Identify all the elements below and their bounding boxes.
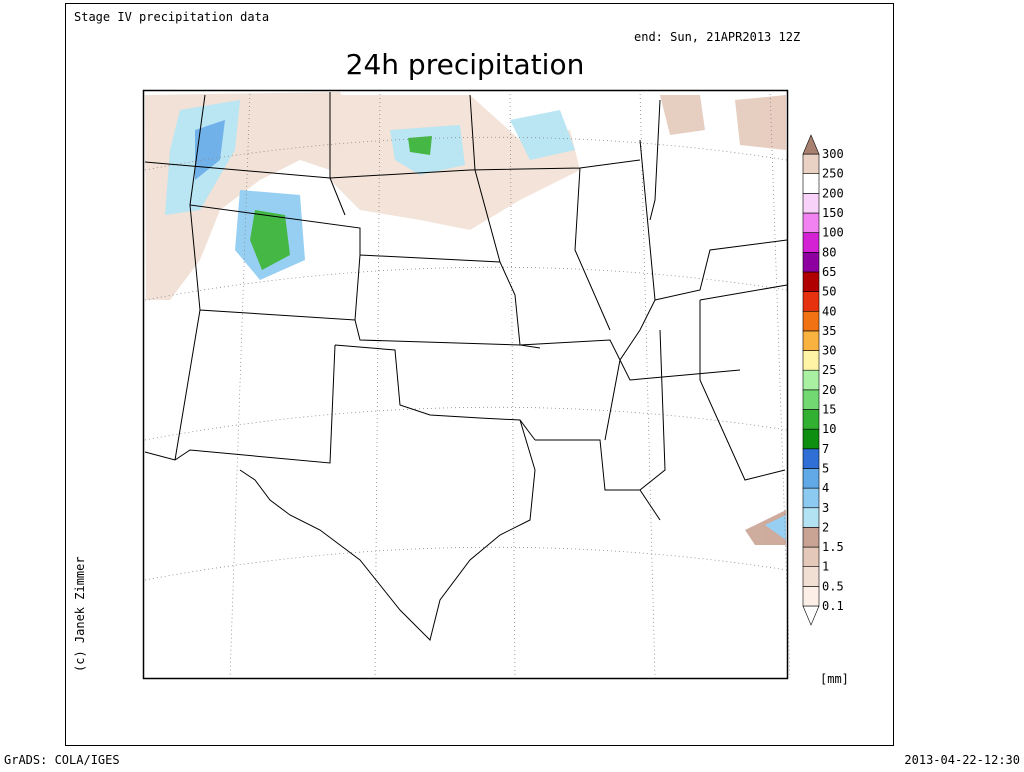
colorbar-segment (802, 350, 820, 371)
colorbar-segment (802, 507, 820, 528)
colorbar-label: 35 (822, 324, 836, 338)
colorbar-label: 250 (822, 167, 844, 181)
colorbar-label: 1.5 (822, 540, 844, 554)
colorbar-segment (802, 409, 820, 430)
colorbar-segment (802, 153, 820, 175)
colorbar-segment (802, 330, 820, 351)
colorbar-label: 80 (822, 245, 836, 259)
colorbar-segment (802, 448, 820, 469)
colorbar-label: 10 (822, 422, 836, 436)
colorbar-segment (802, 271, 820, 292)
colorbar-segment (802, 605, 820, 626)
colorbar-segment (802, 310, 820, 332)
map (142, 89, 791, 680)
colorbar-label: 7 (822, 442, 829, 456)
colorbar-label: 0.1 (822, 599, 844, 613)
colorbar-label: 3 (822, 501, 829, 515)
title: 24h precipitation (346, 48, 585, 81)
colorbar-segment (802, 546, 820, 567)
colorbar-segment (802, 193, 820, 214)
colorbar-label: 200 (822, 186, 844, 200)
colorbar: 0.1 0.5 1 1.5 2 3 4 5 7 10 15 20 25 30 35 40 50 65 80 100 15… (802, 134, 844, 626)
colorbar-label: 150 (822, 206, 844, 220)
colorbar-segment (802, 291, 820, 312)
timestamp: 2013-04-22-12:30 (904, 753, 1020, 767)
colorbar-label: 4 (822, 481, 829, 495)
legend-unit: [mm] (820, 672, 849, 686)
colorbar-segment (802, 232, 820, 253)
colorbar-label: 30 (822, 344, 836, 358)
colorbar-segment (802, 252, 820, 273)
colorbar-segment (802, 389, 820, 410)
colorbar-segment (802, 212, 820, 233)
colorbar-segment (802, 369, 820, 391)
colorbar-segment (802, 586, 820, 607)
colorbar-label: 1 (822, 560, 829, 574)
colorbar-segment (802, 527, 820, 548)
colorbar-segment (802, 173, 820, 194)
colorbar-segment (802, 468, 820, 489)
colorbar-label: 65 (822, 265, 836, 279)
valid-time: end: Sun, 21APR2013 12Z (634, 30, 800, 44)
colorbar-segment (802, 428, 820, 450)
colorbar-label: 0.5 (822, 579, 844, 593)
colorbar-segment (802, 134, 820, 155)
software: GrADS: COLA/IGES (4, 753, 120, 767)
colorbar-label: 40 (822, 304, 836, 318)
colorbar-label: 20 (822, 383, 836, 397)
colorbar-label: 100 (822, 226, 844, 240)
colorbar-segment (802, 566, 820, 587)
colorbar-label: 50 (822, 285, 836, 299)
colorbar-label: 300 (822, 147, 844, 161)
colorbar-label: 2 (822, 520, 829, 534)
credit: (c) Janek Zimmer (73, 556, 87, 672)
colorbar-segment (802, 487, 820, 509)
colorbar-label: 5 (822, 461, 829, 475)
source: Stage IV precipitation data (74, 10, 269, 24)
frame (65, 3, 894, 746)
colorbar-label: 25 (822, 363, 836, 377)
colorbar-label: 15 (822, 403, 836, 417)
